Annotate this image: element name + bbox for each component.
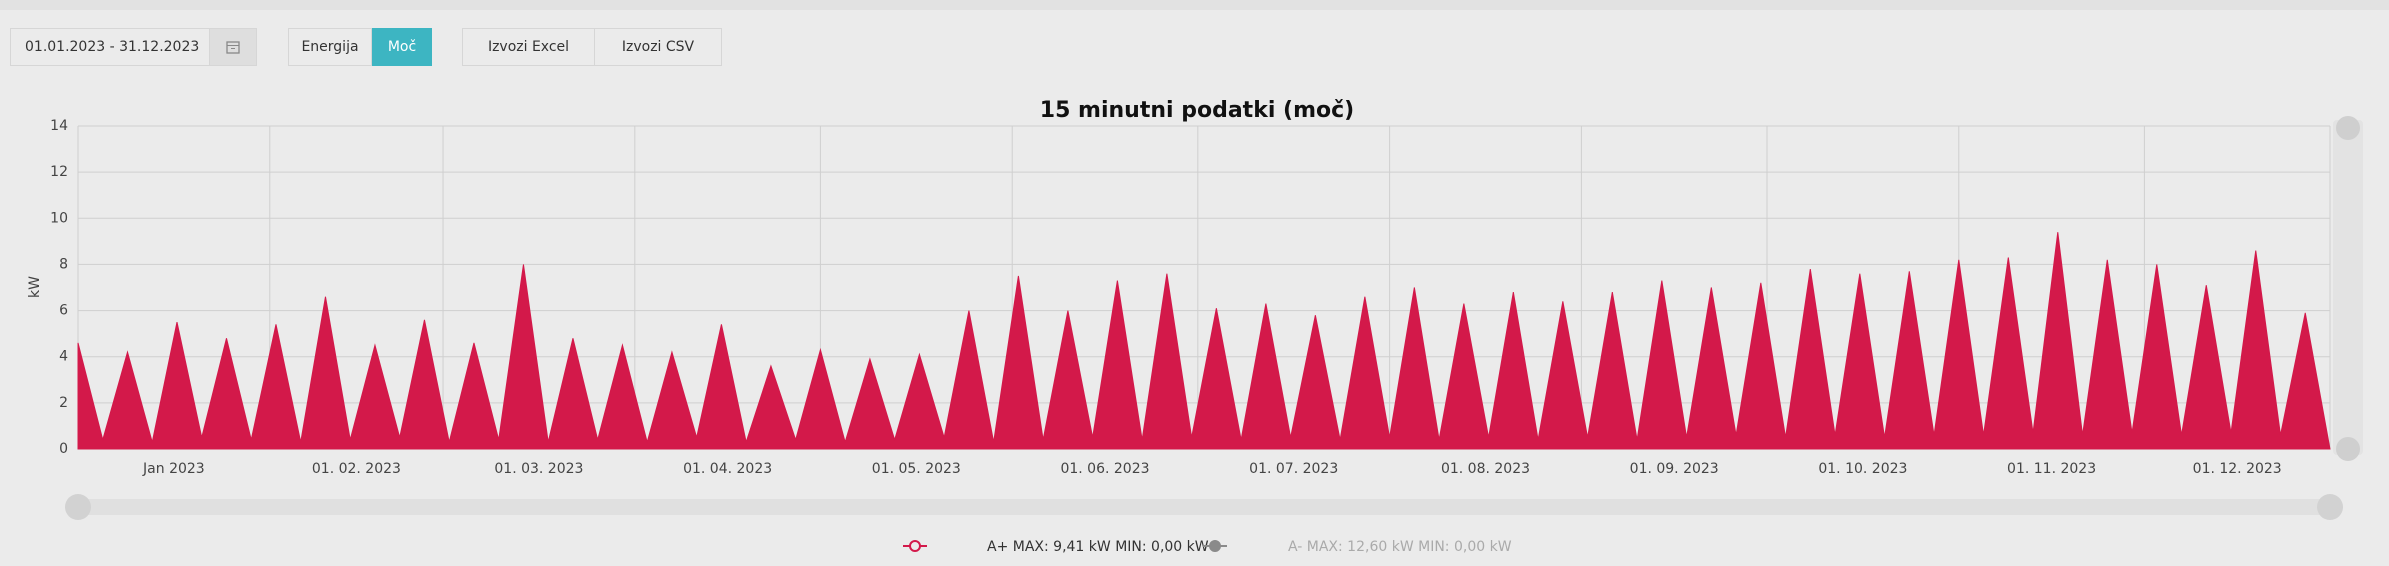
x-tick-label: 01. 05. 2023 [872,461,961,477]
chart-title: 15 minutni podatki (moč) [1040,98,1354,123]
legend-icon [1209,540,1221,552]
x-tick-label: 01. 07. 2023 [1249,461,1338,477]
date-range-input[interactable]: 01.01.2023 - 31.12.2023 [10,28,210,66]
energy-button[interactable]: Energija [288,28,372,66]
power-button[interactable]: Moč [372,28,432,66]
x-tick-label: 01. 03. 2023 [494,461,583,477]
y-tick-label: 10 [50,210,68,226]
y-tick-label: 6 [59,303,68,319]
y-tick-label: 12 [50,164,68,180]
x-tick-label: 01. 12. 2023 [2193,461,2282,477]
y-tick-label: 0 [59,441,68,457]
x-tick-label: 01. 10. 2023 [1818,461,1907,477]
y-tick-label: 8 [59,256,68,272]
x-tick-label: 01. 09. 2023 [1630,461,1719,477]
x-tick-label: 01. 02. 2023 [312,461,401,477]
scroll-handle [2336,437,2360,461]
area-series [77,232,2331,450]
x-tick-label: 01. 06. 2023 [1060,461,1149,477]
x-tick-label: 01. 08. 2023 [1441,461,1530,477]
x-tick-label: 01. 11. 2023 [2007,461,2096,477]
top-strip [0,0,2389,10]
legend-label: A- MAX: 12,60 kW MIN: 0,00 kW [1288,539,1512,555]
legend-icon [909,540,921,552]
y-tick-label: 14 [50,118,68,134]
export-excel-button[interactable]: Izvozi Excel [462,28,595,66]
vertical-scrollbar [2333,120,2363,455]
y-tick-label: 2 [59,395,68,411]
x-tick-label: 01. 04. 2023 [683,461,772,477]
export-csv-button[interactable]: Izvozi CSV [594,28,722,66]
legend-label: A+ MAX: 9,41 kW MIN: 0,00 kW [987,539,1209,555]
navigator-handle [65,494,91,520]
scroll-handle [2336,116,2360,140]
navigator-bar [70,499,2338,515]
x-tick-label: Jan 2023 [142,461,205,477]
calendar-icon [226,41,240,54]
y-tick-label: 4 [59,349,68,365]
y-axis-title: kW [27,276,43,298]
calendar-button[interactable] [209,28,257,66]
navigator-handle [2317,494,2343,520]
